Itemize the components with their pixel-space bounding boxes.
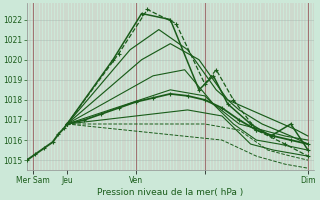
X-axis label: Pression niveau de la mer( hPa ): Pression niveau de la mer( hPa ) <box>97 188 244 197</box>
